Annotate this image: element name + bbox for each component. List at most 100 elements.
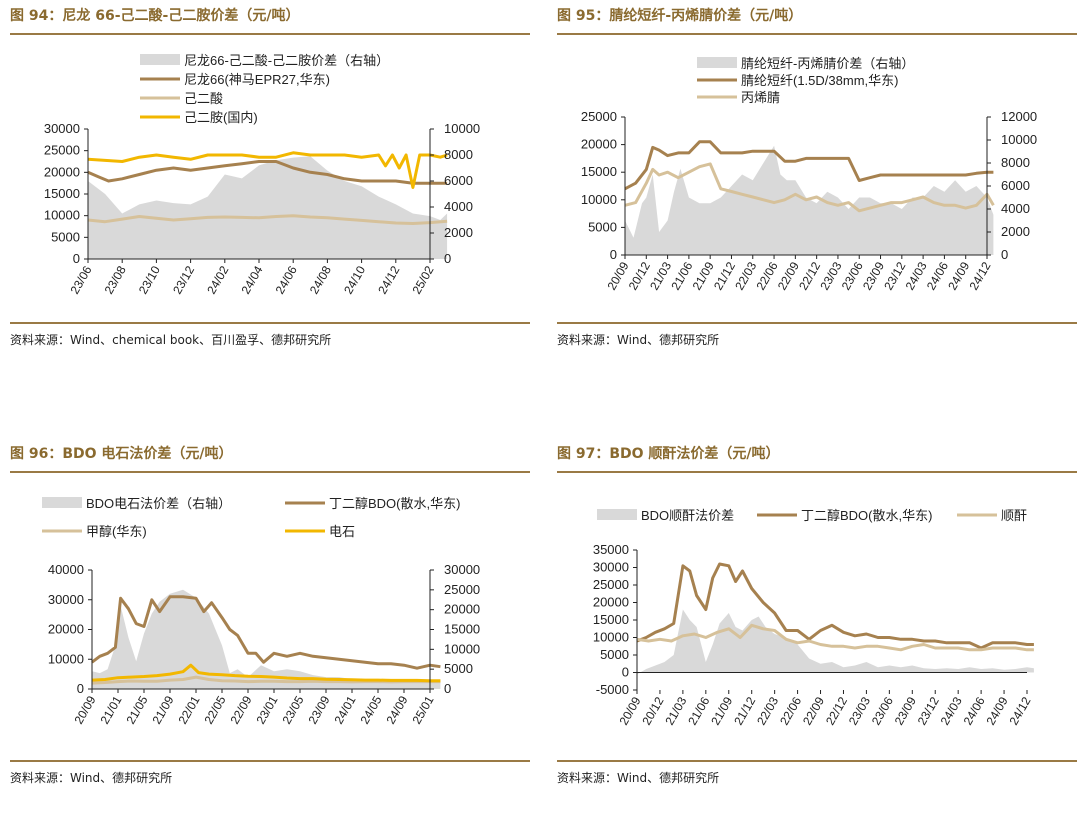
x-tick-label: 23/05 <box>279 693 306 726</box>
x-tick-label: 22/12 <box>823 694 850 727</box>
x-tick-label: 22/09 <box>227 693 254 726</box>
x-tick-label: 21/09 <box>149 693 176 726</box>
y-tick-label: 10000 <box>593 630 629 645</box>
series-line <box>87 151 448 189</box>
y2-tick-label: 20000 <box>444 602 480 617</box>
series-line <box>636 623 1034 652</box>
y-tick-label: 20000 <box>48 622 84 637</box>
y2-tick-label: 30000 <box>444 562 480 577</box>
legend-label: 丙烯腈 <box>741 90 780 105</box>
chart-title: 图 95：腈纶短纤-丙烯腈价差（元/吨） <box>557 8 803 24</box>
bdo-carbide-chart: 0 10000 20000 30000 40000 0 5000 10000 15000 2000… <box>42 496 480 727</box>
y2-tick-label: 2000 <box>444 225 473 240</box>
y2-tick-label: 25000 <box>444 582 480 597</box>
y-tick-label: 0 <box>622 665 629 680</box>
x-tick-label: 23/06 <box>869 694 896 727</box>
chart-title: 图 94：尼龙 66-己二酸-己二胺价差（元/吨） <box>10 8 300 24</box>
divider <box>557 33 1077 35</box>
x-tick-label: 22/03 <box>754 694 781 727</box>
x-tick-label: 25/01 <box>409 693 436 726</box>
y2-tick-label: 15000 <box>444 622 480 637</box>
y-tick-label: 25000 <box>593 577 629 592</box>
x-tick-label: 24/09 <box>984 694 1011 727</box>
x-tick-label: 20/09 <box>71 693 98 726</box>
series-line <box>624 162 995 213</box>
chart-panel-acrylic-fiber: 图 95：腈纶短纤-丙烯腈价差（元/吨） 0 5000 10000 15000 2000… <box>557 5 1077 390</box>
y2-tick-label: 0 <box>1001 247 1008 262</box>
x-tick-label: 24/10 <box>341 263 368 296</box>
y-tick-label: 30000 <box>593 560 629 575</box>
y2-tick-label: 0 <box>444 681 451 696</box>
divider <box>557 471 1077 473</box>
legend-label: 电石 <box>329 524 355 539</box>
x-tick-label: 23/12 <box>170 263 197 296</box>
series-area <box>88 156 448 259</box>
x-tick-label: 23/12 <box>915 694 942 727</box>
x-tick-label: 23/09 <box>892 694 919 727</box>
chart-title: 图 97：BDO 顺酐法价差（元/吨） <box>557 446 780 462</box>
series-line <box>87 214 448 225</box>
series-line <box>624 140 994 191</box>
x-tick-label: 23/10 <box>136 263 163 296</box>
legend-label: 己二胺(国内) <box>184 110 258 125</box>
y-tick-label: 40000 <box>48 562 84 577</box>
source-note: 资料来源：Wind、chemical book、百川盈孚、德邦研究所 <box>10 333 332 347</box>
bdo-maleic-chart: -5000 0 5000 10000 15000 20000 25000 30000 35000… <box>593 508 1034 728</box>
source-note: 资料来源：Wind、德邦研究所 <box>557 333 720 347</box>
series-line <box>636 562 1034 650</box>
y-tick-label: -5000 <box>596 682 629 697</box>
x-tick-label: 23/09 <box>305 693 332 726</box>
y-tick-label: 5000 <box>51 229 80 244</box>
y2-tick-label: 8000 <box>444 147 473 162</box>
x-tick-label: 20/09 <box>616 694 643 727</box>
x-tick-label: 24/09 <box>383 693 410 726</box>
x-tick-label: 24/03 <box>938 694 965 727</box>
legend-label: 尼龙66(神马EPR27,华东) <box>184 72 330 87</box>
divider <box>10 33 530 35</box>
x-tick-label: 24/06 <box>961 694 988 727</box>
x-tick-label: 24/05 <box>357 693 384 726</box>
chart-title: 图 96：BDO 电石法价差（元/吨） <box>10 446 233 462</box>
divider <box>557 760 1077 762</box>
chart-panel-bdo-carbide: 图 96：BDO 电石法价差（元/吨） 0 10000 20000 30000 4000… <box>10 443 530 828</box>
x-tick-label: 24/12 <box>1006 694 1033 727</box>
legend-label: BDO电石法价差（右轴） <box>86 496 231 511</box>
x-tick-label: 25/02 <box>409 263 436 296</box>
divider <box>10 471 530 473</box>
x-tick-label: 24/08 <box>307 263 334 296</box>
series-line <box>91 595 441 670</box>
y-tick-label: 5000 <box>600 647 629 662</box>
y-tick-label: 30000 <box>44 121 80 136</box>
x-tick-label: 24/02 <box>204 263 231 296</box>
series-area <box>637 609 1034 675</box>
x-tick-label: 23/03 <box>846 694 873 727</box>
chart-panel-nylon66: 图 94：尼龙 66-己二酸-己二胺价差（元/吨） 0 5000 10000 1500… <box>10 5 530 390</box>
nylon66-chart: 0 5000 10000 15000 20000 25000 30000 0 2000 4000 6… <box>44 53 480 297</box>
x-tick-label: 24/12 <box>966 259 993 292</box>
y-tick-label: 10000 <box>581 192 617 207</box>
legend-swatch <box>597 509 637 520</box>
y-tick-label: 15000 <box>44 186 80 201</box>
y-tick-label: 25000 <box>44 143 80 158</box>
x-tick-label: 21/12 <box>731 694 758 727</box>
x-tick-label: 20/12 <box>639 694 666 727</box>
x-tick-label: 22/06 <box>777 694 804 727</box>
x-tick-label: 24/12 <box>375 263 402 296</box>
y2-tick-label: 6000 <box>444 173 473 188</box>
x-tick-label: 21/01 <box>97 693 124 726</box>
y2-tick-label: 5000 <box>444 661 473 676</box>
y-tick-label: 35000 <box>593 542 629 557</box>
legend-swatch <box>140 54 180 65</box>
series-line <box>87 160 448 185</box>
y-tick-label: 5000 <box>588 219 617 234</box>
x-tick-label: 23/08 <box>102 263 129 296</box>
x-tick-label: 24/06 <box>273 263 300 296</box>
y-tick-label: 30000 <box>48 592 84 607</box>
series-line <box>91 663 441 683</box>
y-tick-label: 10000 <box>44 208 80 223</box>
legend-label: 甲醇(华东) <box>86 524 147 539</box>
source-note: 资料来源：Wind、德邦研究所 <box>10 771 173 785</box>
y2-tick-label: 0 <box>444 251 451 266</box>
y2-tick-label: 2000 <box>1001 224 1030 239</box>
y-tick-label: 20000 <box>581 137 617 152</box>
